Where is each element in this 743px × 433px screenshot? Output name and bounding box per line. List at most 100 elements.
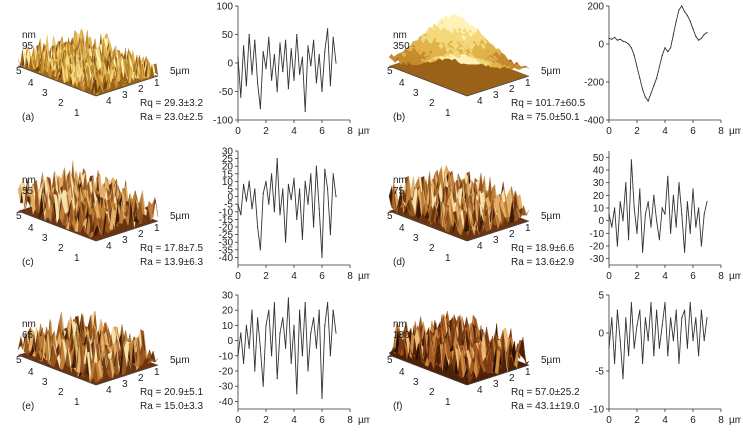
y-tick-label: 0: [227, 59, 233, 70]
axis-tick-label: 2: [58, 243, 64, 254]
z-max-label: 65: [22, 330, 34, 341]
y-tick-label: -30: [219, 382, 234, 393]
profile-data-point: [287, 297, 289, 299]
x-tick-label: 0: [235, 415, 241, 426]
panel-d: nm 75 5 4 3 2 1 4 3 2 1 5µm (d) Rq = 18.9±6.6 Ra = 13.…: [371, 145, 742, 289]
profile-data-point: [299, 188, 301, 190]
y-tick-label: 25: [222, 154, 234, 165]
y-tick-label: -5: [595, 367, 604, 378]
profile-data-point: [251, 208, 253, 210]
panel-b: nm 350 5 4 3 2 1 4 3 2 1 5µm (b) Rq = 101.7±60.5 Ra = …: [371, 0, 742, 144]
axis-tick-label: 1: [154, 367, 160, 378]
profile-data-point: [633, 347, 635, 349]
profile-data-point: [630, 47, 632, 49]
x-unit-label: µm: [729, 271, 741, 282]
axis-tick-label: 5: [16, 66, 22, 77]
profile-data-point: [307, 45, 309, 47]
profile-data-point: [279, 42, 281, 44]
x-tick-label: 4: [662, 126, 668, 137]
afm-surface-image: [17, 310, 159, 386]
x-tick-label: 4: [291, 271, 297, 282]
profile-series-line: [237, 28, 337, 112]
y-tick-label: 15: [222, 169, 234, 180]
profile-data-point: [675, 226, 677, 228]
x-unit-label: µm: [358, 415, 370, 426]
profile-data-point: [616, 309, 618, 311]
surface-axis-right: [95, 364, 159, 386]
y-tick-label: 0: [227, 336, 233, 347]
profile-data-point: [661, 54, 663, 57]
z-max-label: 75: [393, 186, 405, 197]
axis-tick-label: 2: [138, 373, 144, 384]
profile-data-point: [290, 362, 292, 364]
profile-data-point: [695, 317, 697, 319]
panel-letter: (d): [393, 257, 406, 268]
profile-data-point: [304, 110, 306, 113]
profile-data-point: [268, 36, 270, 39]
y-tick-label: -10: [219, 207, 234, 218]
axis-tick-label: 2: [509, 229, 515, 240]
profile-data-point: [658, 347, 660, 349]
profile-data-point: [695, 35, 697, 38]
ra-value: Ra = 23.0±2.5: [140, 112, 204, 123]
profile-data-point: [647, 201, 649, 203]
profile-data-point: [689, 302, 691, 304]
x-tick-label: 8: [718, 126, 724, 137]
profile-data-point: [257, 226, 259, 228]
x-unit-label: µm: [358, 271, 370, 282]
y-tick-label: -10: [219, 351, 234, 362]
axis-tick-label: 1: [445, 253, 451, 264]
profile-data-point: [625, 41, 627, 43]
profile-series-line: [608, 5, 708, 102]
profile-data-point: [301, 56, 303, 58]
x-tick-label: 6: [690, 126, 696, 137]
axis-tick-label: 4: [28, 78, 34, 89]
profile-data-point: [299, 309, 301, 311]
axis-tick-label: 3: [493, 90, 499, 101]
profile-data-point: [636, 232, 638, 234]
profile-data-point: [658, 66, 660, 68]
rq-value: Rq = 20.9±5.1: [140, 387, 204, 398]
profile-data-point: [332, 173, 334, 175]
profile-data-point: [248, 180, 250, 182]
axis-tick-label: 1: [525, 78, 531, 89]
profile-data-point: [335, 196, 337, 198]
z-max-label: 350: [393, 41, 410, 52]
profile-data-point: [335, 62, 337, 64]
profile-data-point: [268, 309, 270, 311]
x-tick-label: 0: [235, 271, 241, 282]
profile-data-point: [243, 362, 245, 364]
xy-unit-label: 5µm: [170, 211, 190, 222]
profile-data-point: [703, 213, 705, 215]
y-tick-label: 10: [222, 321, 234, 332]
panel-letter: (b): [393, 112, 406, 123]
profile-data-point: [642, 251, 644, 253]
profile-data-point: [686, 201, 688, 203]
axis-tick-label: 3: [42, 377, 48, 388]
profile-data-point: [259, 249, 261, 251]
ra-value: Ra = 75.0±50.1: [511, 112, 580, 123]
profile-data-point: [287, 88, 289, 90]
y-tick-label: 100: [216, 2, 233, 13]
profile-data-point: [329, 85, 331, 87]
profile-data-point: [254, 370, 256, 372]
axis-tick-label: 4: [399, 78, 405, 89]
y-tick-label: 50: [222, 30, 234, 41]
x-tick-label: 6: [319, 271, 325, 282]
profile-data-point: [310, 173, 312, 175]
surface-axis-right: [95, 220, 159, 242]
profile-data-point: [304, 180, 306, 182]
y-tick-label: -20: [219, 223, 234, 234]
xy-unit-label: 5µm: [170, 355, 190, 366]
profile-data-point: [698, 207, 700, 209]
profile-data-point: [332, 309, 334, 311]
profile-data-point: [290, 199, 292, 201]
profile-data-point: [670, 317, 672, 319]
x-tick-label: 4: [662, 271, 668, 282]
surface-axis-left: [17, 210, 97, 242]
profile-data-point: [285, 241, 287, 243]
panel-letter: (f): [393, 401, 403, 412]
profile-data-point: [650, 302, 652, 304]
